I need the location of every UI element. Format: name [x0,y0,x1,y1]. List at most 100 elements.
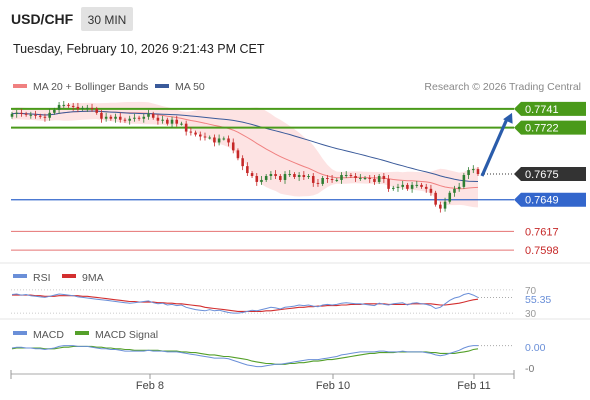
current-label: 0.7675 [525,169,559,181]
candle-body [133,117,136,119]
candle-body [307,176,310,178]
pivot-label: 0.7649 [525,195,559,207]
candle-body [199,134,202,137]
candle-body [109,116,113,119]
timeframe-badge[interactable] [81,7,133,31]
pivot-label-box [514,192,586,207]
macd-signal-line [11,345,479,365]
candle-body [279,176,282,180]
ma50-legend-label: MA 50 [175,81,205,93]
candle-body [326,177,329,179]
ma50-legend-swatch [155,84,169,88]
candle-body [208,137,211,139]
arrow-shaft [480,118,509,177]
candle-body [48,112,51,118]
candle-body [382,176,386,179]
candle-body [311,176,315,183]
candle-body [340,175,343,180]
macd-tick-bottom: -0 [525,363,534,375]
candle-body [161,119,164,121]
rsi-value-label: 55.35 [525,294,551,306]
candle-body [29,114,33,116]
candle-body [344,175,348,177]
candle-body [462,175,466,187]
candle-body [424,186,428,189]
rsi-legend-label: RSI [33,272,51,284]
candle-body [255,176,259,182]
candle-body [34,114,37,116]
rsi-ma-line [12,294,479,312]
candle-body [100,112,103,119]
candle-body [297,175,301,177]
candle-body [38,115,42,117]
candle-body [476,169,480,175]
timeframe-label: 30 MIN [88,13,127,27]
candle-body [67,104,70,106]
candle-body [363,177,367,179]
candle-body [114,116,117,119]
candle-body [118,116,122,120]
candle-body [43,116,47,118]
candle-body [142,116,146,119]
rsi-panel: 70 30 55.35 [11,286,551,320]
candle-body [71,105,75,107]
candle-body [250,173,254,177]
candle-body [368,177,372,179]
candle-body [443,201,447,209]
candle-body [330,178,334,180]
candle-body [293,174,296,177]
candle-body [448,192,452,202]
candle-body [467,170,470,176]
candle-body [151,113,155,118]
candle-body [457,186,461,189]
macd-line [11,345,478,368]
candle-body [76,106,80,109]
candle-body [10,113,14,117]
current-label-box [514,167,586,182]
support-1-label: 0.7617 [525,226,559,238]
x-tick-label: Feb 11 [457,380,490,392]
macd-signal-legend-label: MACD Signal [95,329,158,341]
ma20-legend-swatch [13,84,27,88]
candle-body [396,186,400,188]
candle-body [472,169,475,171]
candle-body [283,174,287,180]
candle-body [274,174,277,177]
rsi-tick-70: 70 [525,286,537,297]
candle-body [194,132,197,135]
candle-body [246,166,249,174]
rsi-ma-legend-label: 9MA [82,272,104,284]
candle-body [264,176,268,180]
candle-body [227,138,230,143]
x-tick-label: Feb 8 [136,380,164,392]
candle-body [260,179,263,182]
candle-body [222,138,226,140]
candle-body [429,188,433,193]
candle-body [128,118,131,121]
candle-body [241,158,244,167]
resistance-2-label: 0.7741 [525,104,559,116]
candles [10,100,480,213]
candle-body [81,107,84,109]
candle-body [439,204,442,209]
ma50-line [11,110,479,182]
resistance-2-label-box [514,101,586,116]
x-axis: Feb 8 Feb 10 Feb 11 [10,370,515,392]
rsi-line [11,292,479,314]
candle-body [231,142,235,151]
candle-body [387,178,390,189]
macd-signal-legend-swatch [75,331,89,335]
candle-body [20,112,23,114]
candle-body [15,112,18,114]
bollinger-band [12,101,478,208]
macd-legend-label: MACD [33,329,64,341]
resistance-1-label: 0.7722 [525,123,559,135]
candle-body [203,136,207,138]
candle-body [373,178,376,182]
candle-body [288,174,291,176]
candle-body [104,116,108,119]
support-2-label: 0.7598 [525,245,559,257]
candle-body [321,177,324,184]
candle-body [57,104,61,110]
candle-body [236,150,240,159]
